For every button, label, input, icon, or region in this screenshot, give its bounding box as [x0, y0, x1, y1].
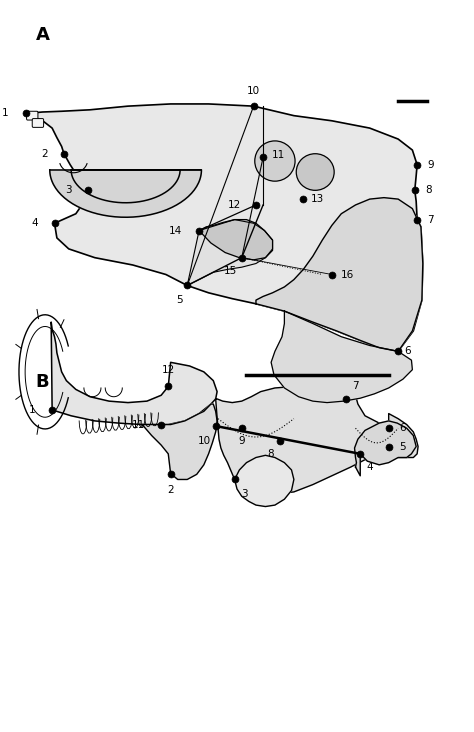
Text: 5: 5: [399, 441, 406, 452]
Text: 4: 4: [31, 218, 38, 228]
Text: 12: 12: [162, 365, 175, 376]
Text: 1: 1: [29, 405, 36, 415]
Text: 16: 16: [340, 269, 354, 280]
Text: 7: 7: [352, 381, 358, 391]
Polygon shape: [142, 404, 217, 479]
Text: 8: 8: [425, 185, 432, 195]
Text: 2: 2: [41, 149, 47, 159]
Polygon shape: [187, 220, 273, 285]
Ellipse shape: [255, 141, 295, 181]
Text: B: B: [36, 373, 49, 392]
FancyBboxPatch shape: [32, 119, 44, 127]
Ellipse shape: [296, 154, 334, 190]
Text: 1: 1: [1, 108, 8, 119]
Polygon shape: [199, 220, 273, 260]
Polygon shape: [216, 386, 418, 494]
Text: 2: 2: [167, 485, 174, 495]
Text: 10: 10: [198, 436, 211, 446]
Text: 11: 11: [131, 419, 145, 430]
Polygon shape: [235, 455, 294, 507]
Text: 6: 6: [404, 346, 410, 356]
Text: 8: 8: [267, 449, 274, 459]
Polygon shape: [355, 421, 416, 476]
Polygon shape: [50, 170, 201, 217]
Text: 9: 9: [238, 436, 245, 447]
Text: 14: 14: [169, 225, 182, 236]
Polygon shape: [256, 198, 423, 351]
Text: 4: 4: [366, 462, 373, 472]
Polygon shape: [26, 104, 423, 351]
Text: 7: 7: [428, 214, 434, 225]
FancyBboxPatch shape: [27, 111, 38, 120]
Text: 3: 3: [65, 185, 72, 195]
Polygon shape: [51, 322, 217, 425]
Text: 9: 9: [428, 160, 434, 170]
Polygon shape: [271, 311, 412, 403]
Text: 5: 5: [176, 295, 182, 305]
Text: A: A: [36, 26, 49, 44]
Text: 6: 6: [399, 423, 406, 433]
Text: 13: 13: [310, 194, 324, 204]
Text: 12: 12: [228, 200, 241, 210]
Text: 10: 10: [247, 86, 260, 97]
Text: 3: 3: [241, 489, 247, 499]
Text: 15: 15: [224, 266, 237, 276]
Text: 11: 11: [272, 150, 285, 160]
